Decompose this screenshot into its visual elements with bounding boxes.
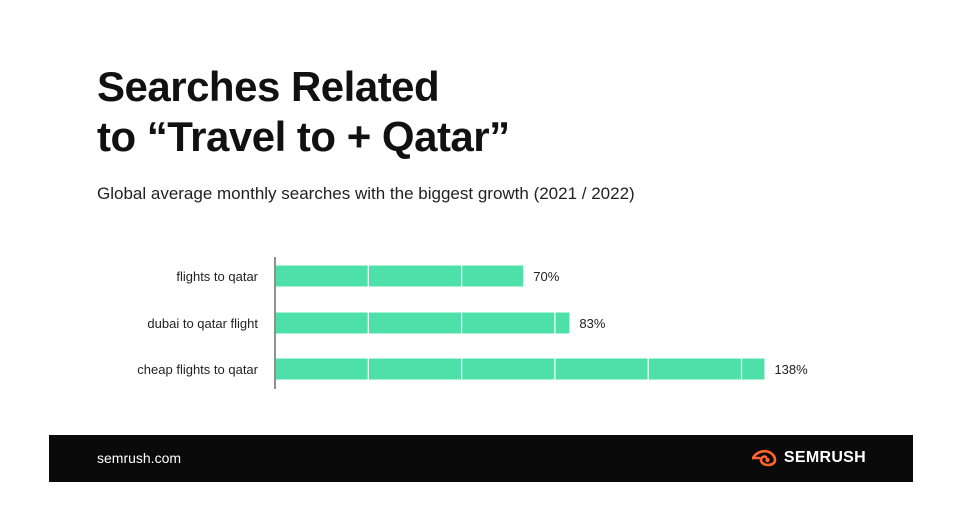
value-label: 83% xyxy=(579,316,605,331)
category-label: cheap flights to qatar xyxy=(137,362,258,377)
bar xyxy=(276,358,765,380)
chart-subtitle: Global average monthly searches with the… xyxy=(97,184,635,203)
value-label: 70% xyxy=(533,269,559,284)
footer-url[interactable]: semrush.com xyxy=(97,450,182,466)
chart-title-line-2: to “Travel to + Qatar” xyxy=(97,113,510,160)
bar-chart: flights to qatar 70% dubai to qatar flight… xyxy=(137,257,808,389)
bar xyxy=(276,265,524,287)
value-label: 138% xyxy=(774,362,808,377)
bar xyxy=(276,312,570,334)
category-label: dubai to qatar flight xyxy=(147,316,258,331)
chart-title-line-1: Searches Related xyxy=(97,63,440,110)
semrush-flame-icon xyxy=(751,449,777,467)
brand-name: SEMRUSH xyxy=(783,449,866,466)
footer-bar: semrush.com SEMRUSH xyxy=(49,435,913,482)
category-label: flights to qatar xyxy=(176,269,258,284)
chart-title: Searches Related to “Travel to + Qatar” xyxy=(97,62,510,162)
brand-logo: SEMRUSH xyxy=(751,449,866,467)
